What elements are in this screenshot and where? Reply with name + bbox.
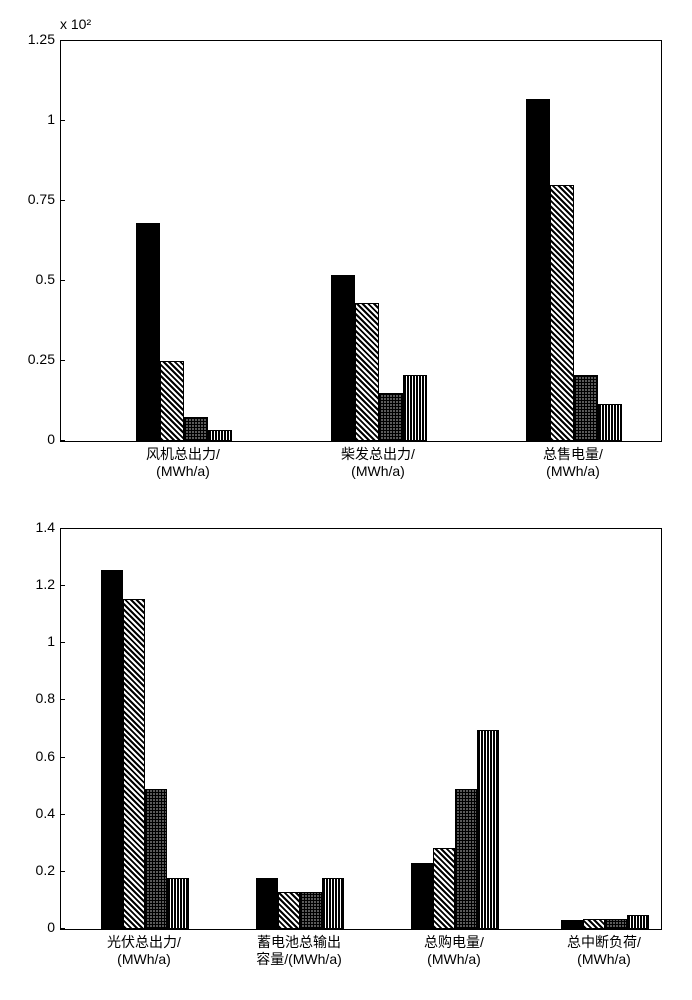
x-label-line1: 总售电量/ — [543, 446, 603, 462]
chart2-container — [60, 528, 662, 930]
y-tick-label: 1.25 — [15, 31, 55, 47]
x-label-line1: 总中断负荷/ — [567, 934, 641, 950]
x-label-line1: 风机总出力/ — [146, 446, 220, 462]
y-tick — [60, 585, 65, 586]
y-tick-label: 1 — [15, 633, 55, 649]
y-tick-label: 0 — [15, 919, 55, 935]
y-tick-label: 1 — [15, 111, 55, 127]
y-tick — [60, 642, 65, 643]
y-tick — [60, 528, 65, 529]
x-label-line2: (MWh/a) — [427, 951, 481, 967]
x-label-line2: (MWh/a) — [351, 463, 405, 479]
bar — [256, 878, 278, 929]
x-category-label: 总售电量/(MWh/a) — [513, 446, 633, 480]
bar — [123, 599, 145, 929]
bar — [208, 430, 232, 441]
bar — [136, 223, 160, 441]
x-label-line2: (MWh/a) — [577, 951, 631, 967]
chart2-plot — [61, 529, 661, 929]
x-label-line1: 蓄电池总输出 — [257, 934, 341, 950]
bar — [322, 878, 344, 929]
y-tick — [60, 120, 65, 121]
bar — [477, 730, 499, 929]
y-tick-label: 0.2 — [15, 862, 55, 878]
y-tick-label: 0.5 — [15, 271, 55, 287]
x-label-line2: (MWh/a) — [546, 463, 600, 479]
bar — [403, 375, 427, 441]
y-tick-label: 0.8 — [15, 690, 55, 706]
bar — [526, 99, 550, 441]
x-category-label: 蓄电池总输出容量/(MWh/a) — [239, 934, 359, 968]
bar — [300, 892, 322, 929]
bar — [101, 570, 123, 929]
bar — [627, 915, 649, 929]
y-tick — [60, 757, 65, 758]
x-label-line1: 总购电量/ — [424, 934, 484, 950]
y-tick-label: 0 — [15, 431, 55, 447]
y-tick — [60, 699, 65, 700]
y-tick-label: 1.2 — [15, 576, 55, 592]
y-tick-label: 0.4 — [15, 805, 55, 821]
y-tick — [60, 440, 65, 441]
x-label-line2: (MWh/a) — [117, 951, 171, 967]
bar — [160, 361, 184, 441]
y-tick — [60, 360, 65, 361]
chart1-exponent: x 10² — [60, 16, 91, 32]
bar — [184, 417, 208, 441]
y-tick-label: 0.6 — [15, 748, 55, 764]
bar — [379, 393, 403, 441]
x-label-line1: 光伏总出力/ — [107, 934, 181, 950]
x-label-line2: 容量/(MWh/a) — [256, 951, 342, 967]
bar — [583, 919, 605, 929]
bar — [433, 848, 455, 929]
bar — [411, 863, 433, 929]
bar — [455, 789, 477, 929]
bar — [550, 185, 574, 441]
bar — [331, 275, 355, 441]
x-category-label: 光伏总出力/(MWh/a) — [84, 934, 204, 968]
bar — [561, 920, 583, 929]
bar — [605, 919, 627, 929]
bar — [598, 404, 622, 441]
x-label-line1: 柴发总出力/ — [341, 446, 415, 462]
y-tick — [60, 871, 65, 872]
y-tick — [60, 928, 65, 929]
y-tick-label: 1.4 — [15, 519, 55, 535]
chart1-plot — [61, 41, 661, 441]
y-tick — [60, 40, 65, 41]
bar — [574, 375, 598, 441]
bar — [355, 303, 379, 441]
y-tick — [60, 814, 65, 815]
y-tick — [60, 200, 65, 201]
x-label-line2: (MWh/a) — [156, 463, 210, 479]
x-category-label: 总购电量/(MWh/a) — [394, 934, 514, 968]
bar — [278, 892, 300, 929]
bar — [145, 789, 167, 929]
x-category-label: 风机总出力/(MWh/a) — [123, 446, 243, 480]
y-tick — [60, 280, 65, 281]
bar — [167, 878, 189, 929]
chart1-container — [60, 40, 662, 442]
y-tick-label: 0.25 — [15, 351, 55, 367]
y-tick-label: 0.75 — [15, 191, 55, 207]
x-category-label: 柴发总出力/(MWh/a) — [318, 446, 438, 480]
x-category-label: 总中断负荷/(MWh/a) — [544, 934, 664, 968]
